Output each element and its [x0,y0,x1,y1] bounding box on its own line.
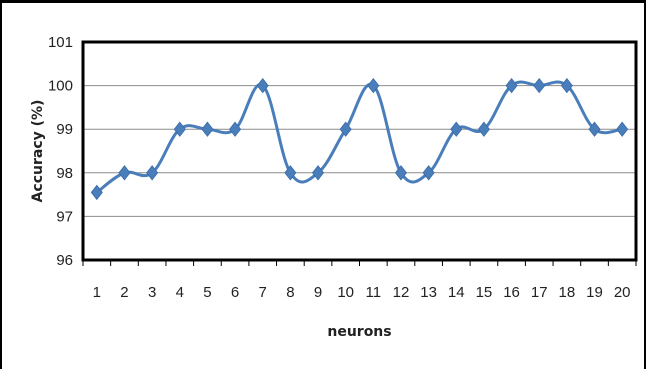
x-tick-label: 4 [176,284,184,301]
data-point-marker [173,121,186,137]
y-tick-label: 96 [56,252,73,269]
x-tick-label: 16 [503,284,520,301]
x-tick-label: 6 [231,284,239,301]
data-point-marker [588,121,601,137]
y-tick-label: 101 [48,34,73,51]
data-point-marker [256,77,269,94]
x-tick-label: 7 [259,284,267,301]
data-point-marker [394,165,407,181]
data-point-marker [477,121,490,137]
x-tick-label: 5 [203,284,211,301]
data-point-marker [284,165,297,181]
x-tick-label: 9 [314,284,322,301]
data-point-marker [560,77,573,94]
x-tick-label: 14 [448,284,465,301]
data-point-marker [450,121,463,137]
x-tick-label: 12 [393,284,410,301]
x-axis-title: neurons [327,324,391,340]
x-tick-label: 13 [420,284,437,301]
y-tick-label: 97 [56,208,73,225]
data-point-marker [367,77,380,94]
data-point-marker [229,121,242,137]
data-point-marker [505,77,518,94]
data-point-marker [616,121,629,137]
data-point-marker [90,184,103,201]
x-tick-label: 2 [120,284,128,301]
x-tick-label: 18 [559,284,576,301]
data-point-marker [118,165,131,181]
y-tick-labels: 96 97 98 99 100 101 [48,34,73,269]
y-tick-label: 99 [56,121,73,138]
x-tick-label: 10 [337,284,354,301]
y-axis-title: Accuracy (%) [30,100,46,203]
x-tick-label: 3 [148,284,156,301]
data-point-marker [146,165,159,181]
y-tick-label: 100 [48,78,73,95]
data-point-marker [201,121,214,137]
x-tick-label: 15 [476,284,493,301]
x-tick-label: 19 [586,284,603,301]
y-tick-label: 98 [56,165,73,182]
data-point-marker [339,121,352,137]
data-point-marker [533,77,546,94]
data-point-marker [422,165,435,181]
series-line [95,80,623,194]
x-tick-label: 17 [531,284,548,301]
plot-area-border [81,40,638,262]
data-point-marker [312,165,325,181]
x-tick-label: 20 [614,284,631,301]
x-tick-label: 8 [286,284,294,301]
x-tick-labels: 1 2 3 4 5 6 7 8 9 10 11 12 13 14 15 16 17 18 19 20 [82,260,637,301]
x-tick-label: 1 [93,284,101,301]
x-tick-label: 11 [366,284,382,301]
series-layer [90,77,629,201]
